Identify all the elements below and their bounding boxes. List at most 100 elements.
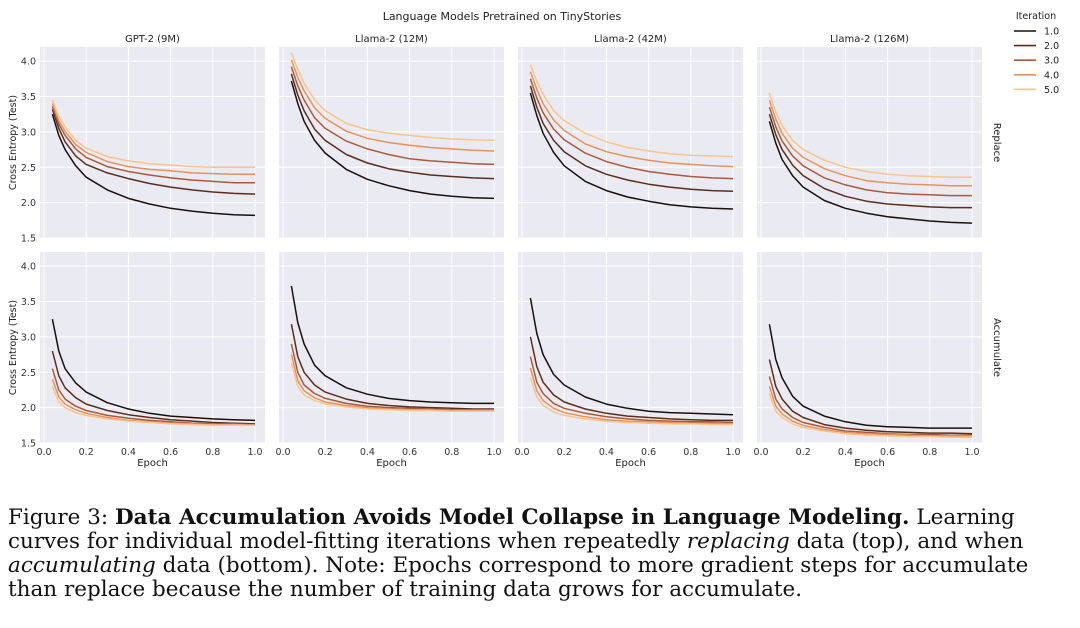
caption-bold-title: Data Accumulation Avoids Model Collapse …: [115, 505, 910, 530]
panel-replace-llama-2-42m: Llama-2 (42M): [518, 34, 743, 239]
x-tick-label: 0.6: [880, 447, 895, 458]
legend: Iteration 1.0 2.0 3.0 4.0 5.0: [1014, 11, 1059, 96]
series-line-iteration-2.0: [529, 336, 733, 422]
panel-background: [518, 252, 743, 443]
x-tick-label: 0.4: [838, 447, 853, 458]
panel-accumulate-gpt-2-9m: 1.5 2.0 2.5 3.0 3.5 4.0 Cross Entropy (Test) 0.…: [8, 252, 265, 469]
legend-label: 1.0: [1044, 27, 1059, 38]
x-tick-label: 1.0: [486, 447, 501, 458]
x-tick-label: 0.0: [36, 447, 51, 458]
x-tick-label: 0.2: [318, 447, 333, 458]
series-line-iteration-2.0: [768, 359, 973, 435]
series-line-iteration-4.0: [290, 59, 495, 152]
y-tick-label: 3.0: [21, 332, 36, 343]
series-line-iteration-5.0: [290, 52, 495, 142]
series-line-iteration-1.0: [290, 285, 494, 405]
y-tick-label: 2.5: [21, 163, 36, 174]
y-tick-label: 1.5: [21, 439, 36, 450]
y-tick-label: 2.0: [21, 198, 36, 209]
series-line-iteration-5.0: [529, 377, 733, 426]
series-line-iteration-3.0: [529, 78, 734, 180]
series-line-iteration-1.0: [529, 297, 734, 416]
y-tick-label: 3.0: [21, 127, 36, 138]
x-axis-label: Epoch: [615, 458, 646, 469]
y-tick-label: 1.5: [21, 234, 36, 245]
x-tick-label: 0.8: [444, 447, 459, 458]
x-tick-label: 0.0: [753, 447, 768, 458]
panel-background: [279, 252, 504, 443]
x-tick-label: 0.8: [922, 447, 937, 458]
series-line-iteration-1.0: [768, 324, 972, 429]
series-line-iteration-1.0: [529, 92, 734, 210]
caption-em-replacing: replacing: [686, 529, 790, 554]
panel-background: [757, 47, 982, 238]
series-line-iteration-5.0: [768, 92, 972, 178]
panel-replace-llama-2-126m: Llama-2 (126M) Replace: [757, 34, 1002, 239]
series-line-iteration-1.0: [51, 113, 256, 217]
caption-em-accumulating: accumulating: [8, 553, 156, 578]
series-line-iteration-1.0: [51, 319, 256, 422]
y-tick-label: 4.0: [21, 262, 36, 273]
panel-background: [518, 47, 743, 238]
x-tick-label: 0.4: [599, 447, 614, 458]
x-tick-label: 0.2: [79, 447, 94, 458]
legend-label: 2.0: [1044, 41, 1059, 52]
series-line-iteration-2.0: [51, 350, 256, 425]
x-tick-label: 0.4: [121, 447, 136, 458]
x-tick-label: 0.0: [514, 447, 529, 458]
panel-replace-gpt-2-9m: 1.5 2.0 2.5 3.0 3.5 4.0 Cross Entropy (Test) GP…: [8, 34, 265, 245]
x-tick-label: 0.0: [275, 447, 290, 458]
series-line-iteration-3.0: [51, 106, 255, 184]
y-tick-label: 3.5: [21, 92, 36, 103]
panel-accumulate-llama-2-12m: 0.0 0.2 0.4 0.6 0.8 1.0 Epoch: [275, 252, 504, 469]
legend-label: 5.0: [1044, 85, 1059, 96]
x-tick-label: 0.2: [557, 447, 572, 458]
series-line-iteration-5.0: [290, 362, 494, 412]
row-label: Replace: [991, 123, 1002, 163]
series-line-iteration-1.0: [290, 80, 495, 200]
series-line-iteration-1.0: [768, 121, 973, 224]
x-tick-label: 1.0: [247, 447, 262, 458]
learning-curves-figure: Language Models Pretrained on TinyStorie…: [8, 10, 1059, 469]
series-line-iteration-2.0: [768, 113, 972, 209]
series-line-iteration-4.0: [51, 103, 255, 176]
x-axis-label: Epoch: [137, 458, 168, 469]
figure-caption: Figure 3: Data Accumulation Avoids Model…: [8, 506, 1074, 602]
panel-accumulate-llama-2-126m: 0.0 0.2 0.4 0.6 0.8 1.0 Epoch Accumulate: [753, 252, 1002, 469]
x-axis-label: Epoch: [854, 458, 885, 469]
y-axis-label: Cross Entropy (Test): [8, 300, 19, 395]
panel-background: [757, 252, 982, 443]
series-line-iteration-2.0: [51, 109, 256, 195]
column-title: Llama-2 (12M): [355, 34, 428, 45]
legend-item-3.0: 3.0: [1014, 56, 1059, 67]
column-title: Llama-2 (126M): [830, 34, 909, 45]
y-axis-label: Cross Entropy (Test): [8, 95, 19, 190]
x-tick-label: 0.4: [360, 447, 375, 458]
caption-text-2: data (top), and when: [796, 529, 1024, 554]
x-tick-label: 0.6: [402, 447, 417, 458]
panel-replace-llama-2-12m: Llama-2 (12M): [279, 34, 504, 239]
caption-text-3: data (bottom). Note: Epochs correspond t…: [8, 553, 1029, 602]
panel-accumulate-llama-2-42m: 0.0 0.2 0.4 0.6 0.8 1.0 Epoch: [514, 252, 743, 469]
x-tick-label: 1.0: [964, 447, 979, 458]
caption-text-1: Learning curves for individual model-fit…: [8, 505, 1015, 554]
column-title: GPT-2 (9M): [125, 34, 180, 45]
series-line-iteration-3.0: [768, 376, 972, 436]
series-line-iteration-5.0: [51, 99, 255, 169]
legend-title: Iteration: [1016, 11, 1056, 22]
row-label: Accumulate: [991, 318, 1002, 377]
y-tick-label: 2.5: [21, 368, 36, 379]
x-axis-label: Epoch: [376, 458, 407, 469]
series-line-iteration-5.0: [529, 64, 734, 158]
legend-item-1.0: 1.0: [1014, 27, 1059, 38]
x-tick-label: 1.0: [725, 447, 740, 458]
legend-item-2.0: 2.0: [1014, 41, 1059, 52]
x-tick-label: 0.6: [641, 447, 656, 458]
x-tick-label: 0.8: [205, 447, 220, 458]
series-line-iteration-3.0: [768, 106, 972, 197]
series-line-iteration-3.0: [290, 66, 495, 166]
x-tick-label: 0.8: [683, 447, 698, 458]
series-line-iteration-4.0: [529, 71, 734, 168]
legend-item-5.0: 5.0: [1014, 85, 1059, 96]
series-line-iteration-2.0: [529, 85, 734, 193]
